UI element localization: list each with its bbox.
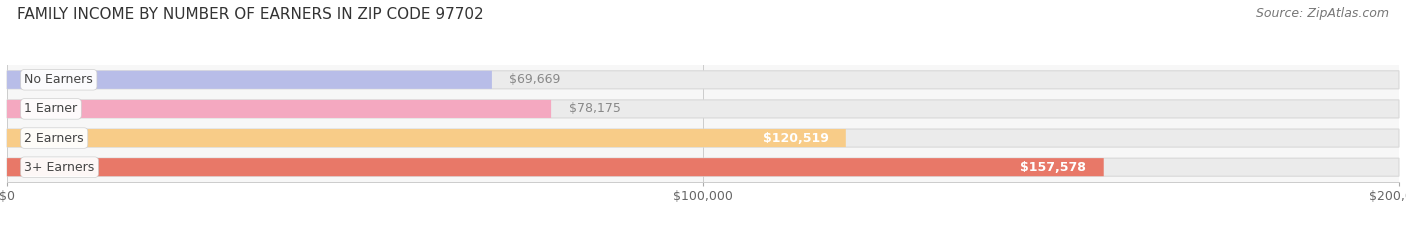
Text: No Earners: No Earners xyxy=(24,73,93,86)
FancyBboxPatch shape xyxy=(7,129,846,147)
FancyBboxPatch shape xyxy=(7,129,1399,147)
Text: $157,578: $157,578 xyxy=(1021,161,1087,174)
FancyBboxPatch shape xyxy=(7,158,1399,176)
Text: $120,519: $120,519 xyxy=(762,132,828,144)
FancyBboxPatch shape xyxy=(7,100,551,118)
FancyBboxPatch shape xyxy=(7,158,1104,176)
Text: $78,175: $78,175 xyxy=(568,103,620,115)
Text: FAMILY INCOME BY NUMBER OF EARNERS IN ZIP CODE 97702: FAMILY INCOME BY NUMBER OF EARNERS IN ZI… xyxy=(17,7,484,22)
Text: 2 Earners: 2 Earners xyxy=(24,132,84,144)
Text: Source: ZipAtlas.com: Source: ZipAtlas.com xyxy=(1256,7,1389,20)
Text: 3+ Earners: 3+ Earners xyxy=(24,161,94,174)
FancyBboxPatch shape xyxy=(7,71,1399,89)
Text: $69,669: $69,669 xyxy=(509,73,561,86)
FancyBboxPatch shape xyxy=(7,71,492,89)
FancyBboxPatch shape xyxy=(7,100,1399,118)
Text: 1 Earner: 1 Earner xyxy=(24,103,77,115)
